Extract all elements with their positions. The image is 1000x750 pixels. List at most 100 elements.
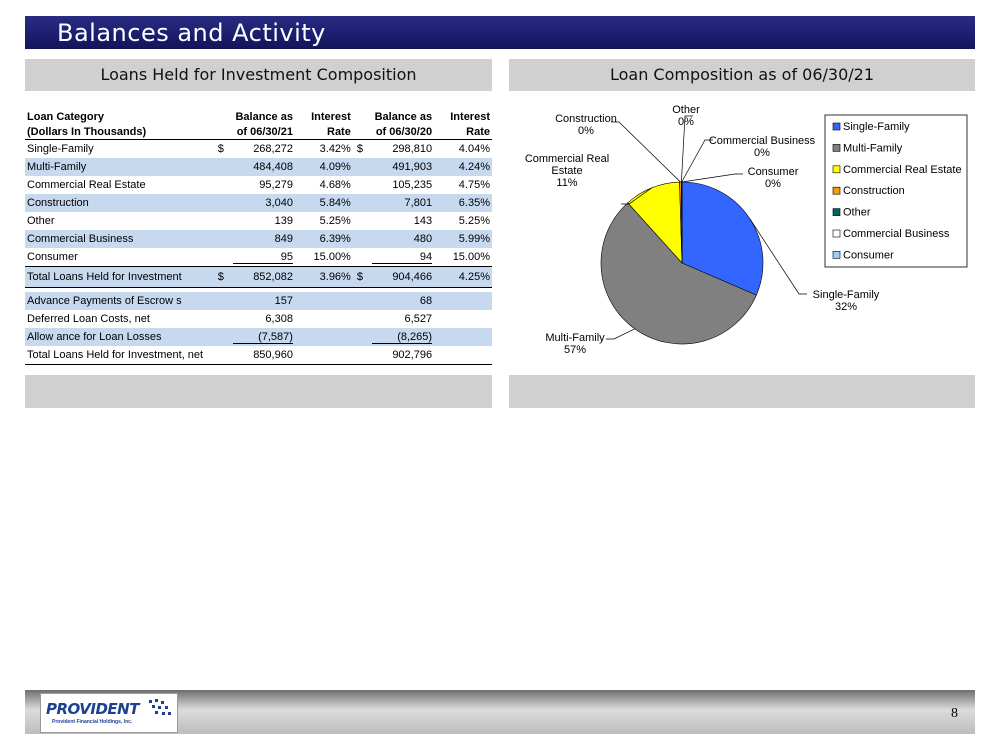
table-row: Construction 3,040 5.84% 7,801 6.35% xyxy=(25,194,492,212)
row-category: Commercial Business xyxy=(25,230,214,248)
header-category: Loan Category xyxy=(27,111,105,123)
row-category: Other xyxy=(27,215,55,227)
currency-symbol: $ xyxy=(356,143,363,155)
legend-label-single-family: Single-Family xyxy=(843,121,910,133)
legend-swatch-single-family xyxy=(832,122,841,131)
data-label-commercial-business: Commercial Business 0% xyxy=(709,135,816,159)
legend-label-commercial-business: Commercial Business xyxy=(843,228,950,240)
legend-swatch-multi-family xyxy=(832,144,841,152)
page-title: Balances and Activity xyxy=(57,19,326,47)
total-rate-2020: 4.25% xyxy=(434,266,492,288)
total-balance-2021: 852,082 xyxy=(230,266,295,288)
row-balance-2021: 484,408 xyxy=(230,158,295,176)
left-panel-title: Loans Held for Investment Composition xyxy=(25,59,492,91)
leader-line-commercial-business xyxy=(681,139,713,183)
row-rate-2020: 4.04% xyxy=(458,143,490,155)
row-rate-2020: 15.00% xyxy=(452,251,490,263)
legend-swatch-consumer xyxy=(832,251,841,259)
row-rate-2021: 3.42% xyxy=(319,143,351,155)
header-units: (Dollars In Thousands) xyxy=(25,124,214,140)
leader-line-multi-family xyxy=(606,328,635,340)
row-balance-2021: 95 xyxy=(231,248,295,267)
net-total-row: Total Loans Held for Investment, net 850… xyxy=(25,346,492,365)
row-rate-2021: 6.39% xyxy=(294,230,353,248)
page-number: 8 xyxy=(951,706,958,721)
data-label-single-family: Single-Family 32% xyxy=(813,289,880,313)
header-balance-2021-date: of 06/30/21 xyxy=(213,124,295,140)
row-balance-2020: 7,801 xyxy=(370,194,435,212)
row-rate-2021: 5.84% xyxy=(294,194,353,212)
row-balance-2020: (8,265) xyxy=(370,328,435,346)
footer-bar: PROVIDENT Provident Financial Holdings, … xyxy=(25,690,975,734)
row-balance-2021: 268,272 xyxy=(253,143,293,155)
legend-label-other: Other xyxy=(843,207,871,219)
row-rate-2020: 5.25% xyxy=(458,215,490,227)
leader-line-construction xyxy=(611,121,681,183)
legend-swatch-other xyxy=(832,208,841,216)
loans-table: Loan Category Balance as Interest Balanc… xyxy=(25,109,492,365)
legend-label-consumer: Consumer xyxy=(843,249,894,261)
row-balance-2021: 6,308 xyxy=(265,313,293,325)
net-total-balance-2020: 902,796 xyxy=(370,346,435,365)
row-balance-2020: 143 xyxy=(413,215,433,227)
row-balance-2021: 95,279 xyxy=(259,179,293,191)
table-row: Multi-Family 484,408 4.09% 491,903 4.24% xyxy=(25,158,492,176)
table-row: Deferred Loan Costs, net 6,308 6,527 xyxy=(25,310,492,328)
total-rate-2021: 3.96% xyxy=(294,266,353,288)
row-rate-2020: 6.35% xyxy=(434,194,492,212)
row-balance-2021: 139 xyxy=(274,215,293,227)
row-balance-2020: 298,810 xyxy=(392,143,433,155)
table-row: Advance Payments of Escrow s 157 68 xyxy=(25,292,492,310)
row-balance-2021: 3,040 xyxy=(230,194,295,212)
row-rate-2021: 4.68% xyxy=(319,179,351,191)
currency-symbol: $ xyxy=(217,143,224,155)
data-label-consumer: Consumer 0% xyxy=(748,166,799,190)
leader-line-other xyxy=(681,115,693,183)
header-rate-2020-sub: Rate xyxy=(434,124,492,140)
row-category: Construction xyxy=(25,194,214,212)
logo-wordmark: PROVIDENT xyxy=(46,700,139,718)
legend-label-construction: Construction xyxy=(843,185,905,197)
total-category: Total Loans Held for Investment xyxy=(25,266,214,288)
row-balance-2020: 491,903 xyxy=(370,158,435,176)
row-balance-2021: 157 xyxy=(230,292,295,310)
legend-swatch-commercial-real-estate xyxy=(832,165,841,174)
total-balance-2020: 904,466 xyxy=(370,266,435,288)
row-category: Single-Family xyxy=(27,143,94,155)
header-balance-2021: Balance as xyxy=(235,111,293,123)
currency-symbol: $ xyxy=(352,266,371,288)
data-label-commercial-real-estate: Commercial Real Estate 11% xyxy=(525,153,609,189)
logo-subtext: Provident Financial Holdings, Inc. xyxy=(52,719,133,725)
title-bar: Balances and Activity xyxy=(25,16,975,49)
header-rate-2021: Interest xyxy=(311,111,351,123)
table-row: Commercial Real Estate 95,279 4.68% 105,… xyxy=(25,176,492,194)
row-category: Allow ance for Loan Losses xyxy=(25,328,214,346)
row-balance-2020: 94 xyxy=(370,248,434,267)
row-rate-2020: 4.24% xyxy=(434,158,492,176)
legend-swatch-commercial-business xyxy=(832,229,841,238)
legend-label-commercial-real-estate: Commercial Real Estate xyxy=(843,164,962,176)
leader-line-single-family xyxy=(749,218,807,295)
legend-label-multi-family: Multi-Family xyxy=(843,142,903,154)
pie-slice-multi-family xyxy=(600,202,757,345)
table-row: Allow ance for Loan Losses (7,587) (8,26… xyxy=(25,328,492,346)
row-category: Advance Payments of Escrow s xyxy=(25,292,214,310)
row-balance-2020: 6,527 xyxy=(404,313,433,325)
row-balance-2020: 480 xyxy=(370,230,435,248)
row-category: Deferred Loan Costs, net xyxy=(27,313,150,325)
leader-line-consumer xyxy=(681,173,743,183)
row-balance-2020: 68 xyxy=(370,292,435,310)
row-rate-2021: 4.09% xyxy=(294,158,353,176)
row-rate-2020: 4.75% xyxy=(458,179,490,191)
logo-stars-icon xyxy=(149,699,171,715)
loan-composition-pie-chart: Single-Family 32% Multi-Family 57% Commercia… xyxy=(525,104,968,356)
legend-swatch-construction xyxy=(832,186,841,195)
row-rate-2021: 15.00% xyxy=(313,251,351,263)
legend-box xyxy=(824,114,968,268)
header-rate-2021-sub: Rate xyxy=(294,124,353,140)
net-total-category: Total Loans Held for Investment, net xyxy=(25,346,214,365)
table-row: Single-Family $ 268,272 3.42% $ 298,810 … xyxy=(25,140,492,159)
header-balance-2020-date: of 06/30/20 xyxy=(352,124,435,140)
data-label-multi-family: Multi-Family 57% xyxy=(545,332,605,356)
data-label-construction: Construction 0% xyxy=(555,113,617,137)
